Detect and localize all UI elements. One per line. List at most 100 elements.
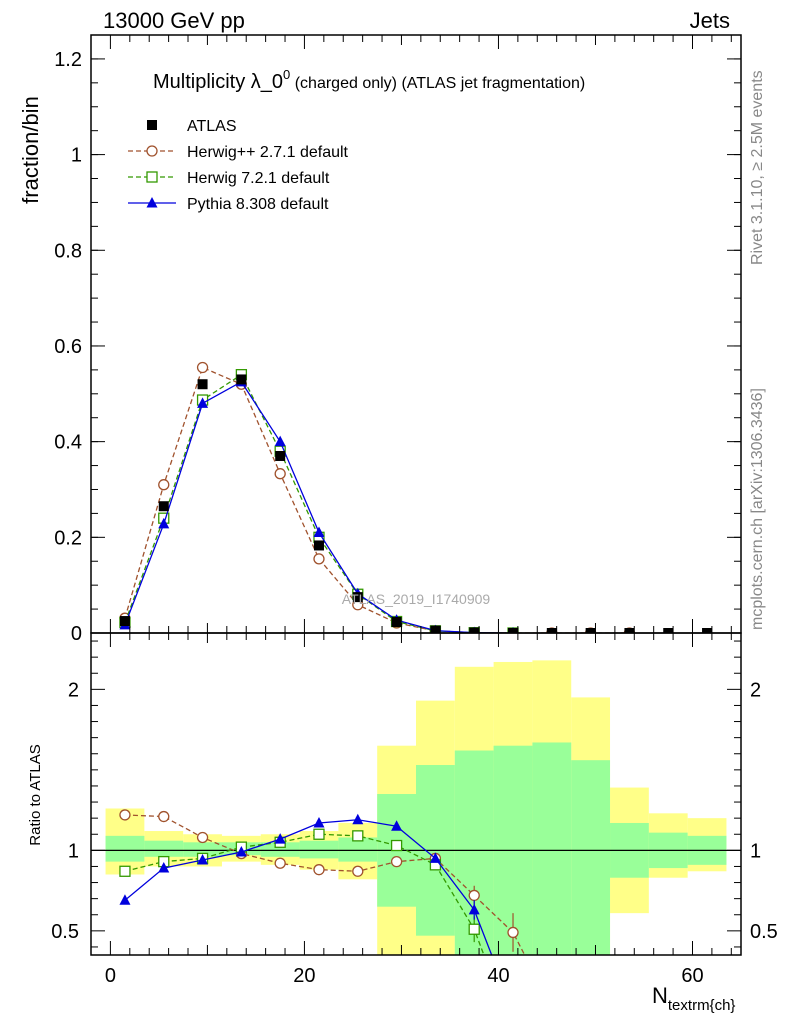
main-series-point-3 xyxy=(313,526,325,538)
ratio-band-green xyxy=(299,840,339,859)
main-y-tick-label: 0.6 xyxy=(54,336,82,358)
main-series-point-1 xyxy=(196,361,209,374)
main-series-line-1 xyxy=(124,366,630,633)
main-series-point-0 xyxy=(469,627,480,633)
main-series-point-0 xyxy=(313,540,324,551)
x-axis-tick-label: 60 xyxy=(681,965,703,987)
ratio-series-point-0 xyxy=(196,831,209,844)
main-series-point-1 xyxy=(274,468,286,480)
main-y-axis: 0 0.2 0.4 0.6 0.8 1 1.2 xyxy=(54,34,741,645)
analysis-watermark: ATLAS_2019_I1740909 xyxy=(342,591,491,607)
main-series-point-3 xyxy=(274,435,286,447)
ratio-series-point-0 xyxy=(119,809,131,821)
ratio-series-point-2 xyxy=(274,833,286,844)
main-series-line-2 xyxy=(124,373,514,633)
x-axis-label-main: N xyxy=(652,983,668,1008)
main-series-point-0 xyxy=(197,379,208,390)
main-series-point-0 xyxy=(508,628,519,633)
main-plot-area xyxy=(119,361,713,633)
main-title-suffix: (charged only) (ATLAS jet fragmentation) xyxy=(290,75,585,92)
process-label: Jets xyxy=(690,8,730,33)
ratio-band-green xyxy=(260,842,300,857)
main-series-point-0 xyxy=(158,501,169,512)
ratio-plot-area xyxy=(91,660,741,955)
x-axis-label-sub: textrm{ch} xyxy=(668,997,736,1014)
main-series-point-0 xyxy=(119,616,130,627)
legend-marker-0 xyxy=(147,120,157,130)
ratio-series-point-1 xyxy=(468,923,480,935)
ratio-series-point-2 xyxy=(235,845,247,857)
x-axis: 0 20 40 60 xyxy=(90,633,732,987)
main-title: Multiplicity λ_00 (charged only) (ATLAS … xyxy=(153,67,585,93)
legend-marker-2 xyxy=(146,171,158,183)
x-axis-tick-label: 0 xyxy=(105,965,116,987)
main-series-point-3 xyxy=(197,397,209,408)
legend-entry-0: ATLAS xyxy=(187,118,237,135)
x-axis-tick-label: 40 xyxy=(487,965,509,987)
ratio-series-point-0 xyxy=(274,857,286,869)
main-y-tick-label: 0.2 xyxy=(54,527,82,549)
ratio-y-tick-label-right: 0.5 xyxy=(750,921,778,943)
main-series-point-3 xyxy=(158,517,170,529)
main-title-sup: 0 xyxy=(283,67,290,82)
ratio-series-point-2 xyxy=(391,820,403,831)
legend-entry-3: Pythia 8.308 default xyxy=(187,196,329,213)
main-series-point-0 xyxy=(546,628,557,633)
ratio-series-point-0 xyxy=(390,855,403,868)
x-axis-label: Ntextrm{ch} xyxy=(652,983,735,1014)
ratio-y-axis: 0.5 0.5 1 1 2 2 xyxy=(51,640,778,948)
ratio-y-tick-label-right: 1 xyxy=(750,840,761,862)
ratio-band-green xyxy=(105,835,145,862)
ratio-series-point-2 xyxy=(313,816,325,828)
legend-marker-3 xyxy=(146,197,158,208)
ratio-band-green xyxy=(183,842,222,857)
x-axis-tick-label: 20 xyxy=(293,965,315,987)
main-series-point-1 xyxy=(158,479,170,491)
main-y-tick-label: 0.4 xyxy=(54,432,82,454)
ratio-series-point-2 xyxy=(352,813,364,825)
ratio-series-point-2 xyxy=(429,852,441,863)
main-y-tick-label: 1 xyxy=(71,145,82,167)
main-series-point-0 xyxy=(624,628,635,633)
ratio-y-tick-label: 2 xyxy=(68,679,79,701)
ratio-y-tick-label-right: 2 xyxy=(750,679,761,701)
ratio-series-line-1 xyxy=(124,833,485,955)
main-series-point-1 xyxy=(313,553,325,565)
main-y-tick-label: 1.2 xyxy=(54,49,82,71)
energy-label: 13000 GeV pp xyxy=(103,8,245,33)
ratio-series-point-0 xyxy=(507,926,519,939)
ratio-series-point-1 xyxy=(119,865,131,877)
ratio-series-point-1 xyxy=(313,828,325,840)
ratio-series-point-0 xyxy=(313,864,325,876)
ratio-band-green xyxy=(532,742,572,955)
ratio-y-tick-label: 1 xyxy=(68,840,79,862)
main-series-point-0 xyxy=(352,592,363,603)
ratio-series-point-2 xyxy=(468,903,480,915)
main-y-tick-label: 0.8 xyxy=(54,240,82,262)
main-series-point-0 xyxy=(663,628,674,633)
ratio-series-point-0 xyxy=(158,810,170,823)
main-series-point-0 xyxy=(275,450,286,461)
main-series-point-0 xyxy=(702,628,713,633)
ratio-series-point-2 xyxy=(158,862,170,873)
main-y-label: fraction/bin xyxy=(18,96,43,204)
main-series-point-0 xyxy=(585,628,596,633)
mcplots-label: mcplots.cern.ch [arXiv:1306.3436] xyxy=(749,388,766,630)
legend-entry-2: Herwig 7.2.1 default xyxy=(187,170,330,187)
legend-entry-1: Herwig++ 2.7.1 default xyxy=(187,144,349,161)
ratio-series-point-1 xyxy=(390,839,403,852)
legend: ATLAS Herwig++ 2.7.1 default Herwig 7.2.1 … xyxy=(128,118,349,213)
main-series-group xyxy=(119,361,713,633)
ratio-band-green xyxy=(571,760,611,955)
ratio-series-point-2 xyxy=(197,854,209,865)
ratio-series-point-2 xyxy=(119,894,131,905)
ratio-y-label: Ratio to ATLAS xyxy=(27,744,44,845)
rivet-version-label: Rivet 3.1.10, ≥ 2.5M events xyxy=(749,70,766,265)
ratio-frame xyxy=(90,632,742,956)
ratio-panel: 0.5 0.5 1 1 2 2 0 20 40 60 Ratio to ATLAS Ntextr… xyxy=(27,632,778,1014)
main-title-prefix: Multiplicity λ_0 xyxy=(153,71,283,93)
ratio-band-green xyxy=(144,840,184,857)
ratio-series-point-1 xyxy=(352,830,364,842)
legend-marker-1 xyxy=(146,145,158,157)
